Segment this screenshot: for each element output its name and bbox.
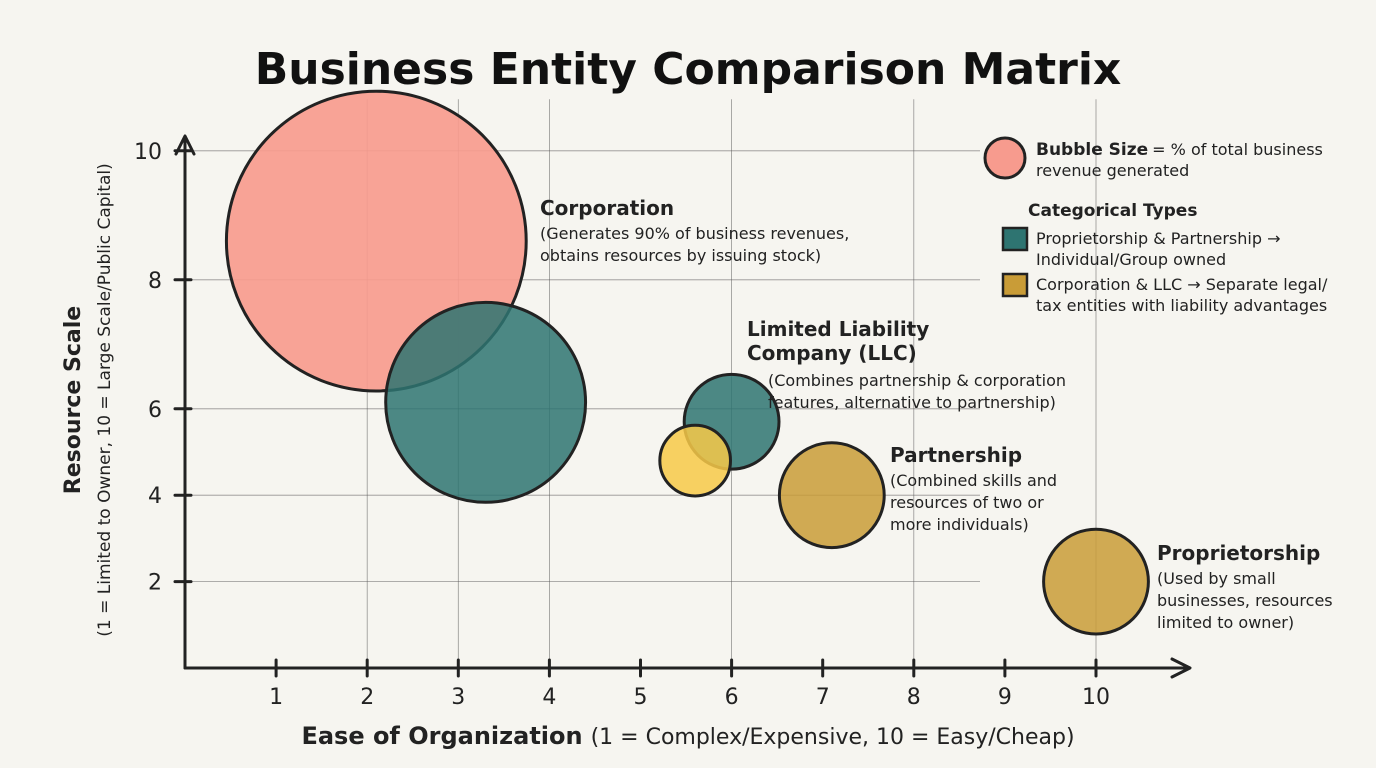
bubbles (224, 89, 1150, 636)
x-tick-label: 3 (451, 685, 465, 710)
legend-size-text: revenue generated (1036, 161, 1189, 180)
legend-size-swatch (983, 136, 1027, 180)
legend-item-text: tax entities with liability advantages (1036, 296, 1327, 315)
x-axis-label-detail: (1 = Complex/Expensive, 10 = Easy/Cheap) (591, 725, 1075, 750)
y-tick-label: 4 (148, 484, 162, 509)
legend-size-text: = % of total business (1152, 140, 1323, 159)
tick-labels: 1 2 3 4 5 6 7 8 9 10 2 4 6 8 10 (134, 140, 1110, 710)
legend-item-text: Proprietorship & Partnership → (1036, 229, 1281, 248)
annotation-proprietorship-title: Proprietorship (1157, 541, 1320, 565)
annotation-llc-detail-text: features, alternative to partnership) (768, 393, 1056, 412)
annotation-corporation-text: (Generates 90% of business revenues, (540, 224, 849, 243)
annotation-corporation-text: obtains resources by issuing stock) (540, 246, 821, 265)
annotation-partnership-text: resources of two or (890, 493, 1044, 512)
annotation-proprietorship-text: (Used by small (1157, 569, 1276, 588)
bubble-point (777, 441, 886, 550)
chart-title: Business Entity Comparison Matrix (255, 44, 1122, 95)
annotation-llc-title: Company (LLC) (747, 341, 917, 365)
x-axis-label-main: Ease of Organization (301, 722, 582, 750)
legend-size-title: Bubble Size (1036, 140, 1148, 160)
x-tick-label: 2 (360, 685, 374, 710)
legend-item-text: Corporation & LLC → Separate legal/ (1036, 275, 1328, 294)
x-tick-label: 9 (998, 685, 1012, 710)
axes (173, 134, 1192, 679)
x-tick-label: 5 (634, 685, 648, 710)
bubble-point (1042, 527, 1150, 636)
annotation-llc-detail-text: (Combines partnership & corporation (768, 371, 1066, 390)
legend-swatch (1001, 226, 1029, 252)
legend: Bubble Size = % of total businessrevenue … (983, 136, 1328, 315)
x-tick-label: 10 (1082, 685, 1110, 710)
bubble-point (658, 423, 732, 498)
annotations: Corporation (Generates 90% of business re… (540, 196, 1333, 632)
y-axis-label-main: Resource Scale (61, 306, 86, 494)
legend-size-label: Bubble Size = % of total business (1036, 140, 1323, 160)
y-axis-label-detail: (1 = Limited to Owner, 10 = Large Scale/… (95, 163, 115, 636)
y-tick-label: 6 (148, 398, 162, 423)
y-tick-label: 8 (148, 269, 162, 294)
annotation-partnership-text: more individuals) (890, 515, 1029, 534)
annotation-proprietorship-text: limited to owner) (1157, 613, 1294, 632)
legend-categorical-title: Categorical Types (1028, 201, 1197, 221)
bubble-point (384, 300, 588, 504)
annotation-partnership-title: Partnership (890, 443, 1022, 467)
legend-item-text: Individual/Group owned (1036, 250, 1226, 269)
y-tick-label: 10 (134, 140, 162, 165)
x-tick-label: 8 (907, 685, 921, 710)
annotation-corporation-title: Corporation (540, 196, 674, 220)
x-tick-label: 1 (269, 685, 283, 710)
y-tick-label: 2 (148, 571, 162, 596)
x-axis-arrow (1170, 657, 1192, 679)
x-tick-label: 4 (542, 685, 556, 710)
annotation-llc-title: Limited Liability (747, 317, 929, 341)
annotation-proprietorship-text: businesses, resources (1157, 591, 1333, 610)
y-axis-arrow (174, 134, 196, 156)
x-tick-label: 6 (725, 685, 739, 710)
x-tick-label: 7 (816, 685, 830, 710)
legend-swatch (1001, 272, 1029, 298)
x-axis-label: Ease of Organization (1 = Complex/Expensi… (301, 722, 1074, 750)
annotation-partnership-text: (Combined skills and (890, 471, 1057, 490)
